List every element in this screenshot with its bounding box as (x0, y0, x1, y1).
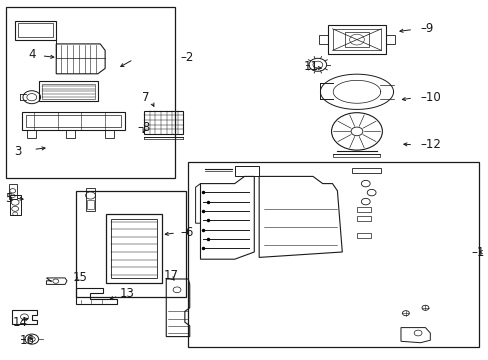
Bar (18, 23, 53, 37)
Bar (6, 7, 174, 178)
Text: –1: –1 (471, 246, 484, 258)
Bar (10, 195, 20, 215)
Bar (9, 184, 17, 199)
Text: 17: 17 (163, 269, 179, 282)
Bar (356, 233, 370, 238)
Text: 5: 5 (5, 192, 12, 204)
Bar (85, 188, 95, 211)
Bar (66, 130, 75, 138)
Bar (39, 81, 98, 101)
Bar (386, 35, 394, 44)
Text: 11: 11 (303, 60, 318, 73)
Bar (111, 219, 157, 278)
Text: 16: 16 (20, 334, 35, 347)
Text: –12: –12 (420, 138, 441, 150)
Bar (356, 216, 370, 221)
Text: –2: –2 (180, 51, 193, 64)
Bar (318, 35, 327, 44)
Bar (351, 168, 381, 173)
Text: 4: 4 (28, 48, 36, 60)
Bar (22, 112, 124, 130)
Text: –10: –10 (420, 91, 440, 104)
Bar (76, 191, 185, 297)
Bar (26, 115, 121, 127)
Bar (327, 25, 386, 54)
Bar (188, 162, 478, 347)
Bar (344, 32, 368, 47)
Text: 13: 13 (120, 287, 134, 300)
Bar (27, 130, 36, 138)
Bar (333, 154, 380, 157)
Bar (106, 214, 162, 283)
Bar (332, 29, 381, 50)
Bar (105, 130, 114, 138)
Bar (15, 21, 56, 40)
Text: –6: –6 (180, 226, 193, 239)
Bar (86, 200, 94, 209)
Bar (144, 111, 183, 134)
Text: –9: –9 (420, 22, 433, 35)
Text: 3: 3 (15, 145, 22, 158)
Bar (356, 207, 370, 212)
Bar (41, 84, 95, 99)
Text: 15: 15 (72, 271, 87, 284)
Text: 7: 7 (142, 91, 149, 104)
Text: 14: 14 (12, 316, 27, 329)
Text: –8: –8 (138, 121, 151, 134)
